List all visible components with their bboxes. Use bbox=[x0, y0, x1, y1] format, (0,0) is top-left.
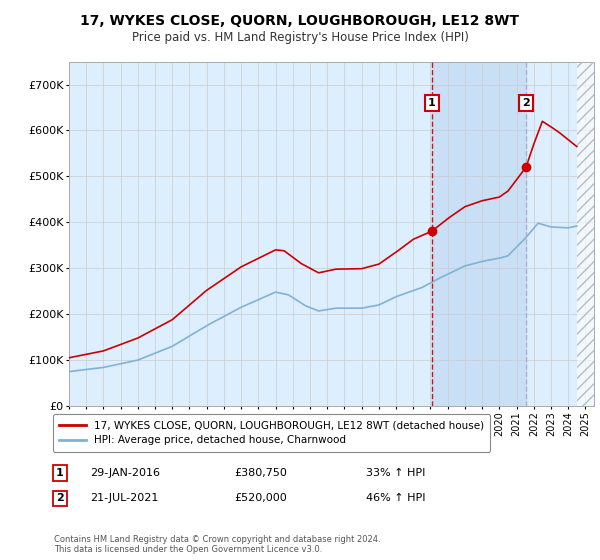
Text: 17, WYKES CLOSE, QUORN, LOUGHBOROUGH, LE12 8WT: 17, WYKES CLOSE, QUORN, LOUGHBOROUGH, LE… bbox=[80, 14, 520, 28]
Text: £520,000: £520,000 bbox=[234, 493, 287, 503]
Bar bbox=[577, 62, 594, 406]
Text: £380,750: £380,750 bbox=[234, 468, 287, 478]
Bar bbox=[432, 62, 526, 406]
Text: 1: 1 bbox=[428, 98, 436, 108]
Text: 1: 1 bbox=[56, 468, 64, 478]
Legend: 17, WYKES CLOSE, QUORN, LOUGHBOROUGH, LE12 8WT (detached house), HPI: Average pr: 17, WYKES CLOSE, QUORN, LOUGHBOROUGH, LE… bbox=[53, 414, 490, 452]
Text: 46% ↑ HPI: 46% ↑ HPI bbox=[366, 493, 425, 503]
Text: Contains HM Land Registry data © Crown copyright and database right 2024.
This d: Contains HM Land Registry data © Crown c… bbox=[54, 535, 380, 554]
Bar bbox=[577, 62, 594, 406]
Text: 29-JAN-2016: 29-JAN-2016 bbox=[90, 468, 160, 478]
Text: 2: 2 bbox=[56, 493, 64, 503]
Text: Price paid vs. HM Land Registry's House Price Index (HPI): Price paid vs. HM Land Registry's House … bbox=[131, 31, 469, 44]
Text: 21-JUL-2021: 21-JUL-2021 bbox=[90, 493, 158, 503]
Text: 2: 2 bbox=[522, 98, 530, 108]
Text: 33% ↑ HPI: 33% ↑ HPI bbox=[366, 468, 425, 478]
